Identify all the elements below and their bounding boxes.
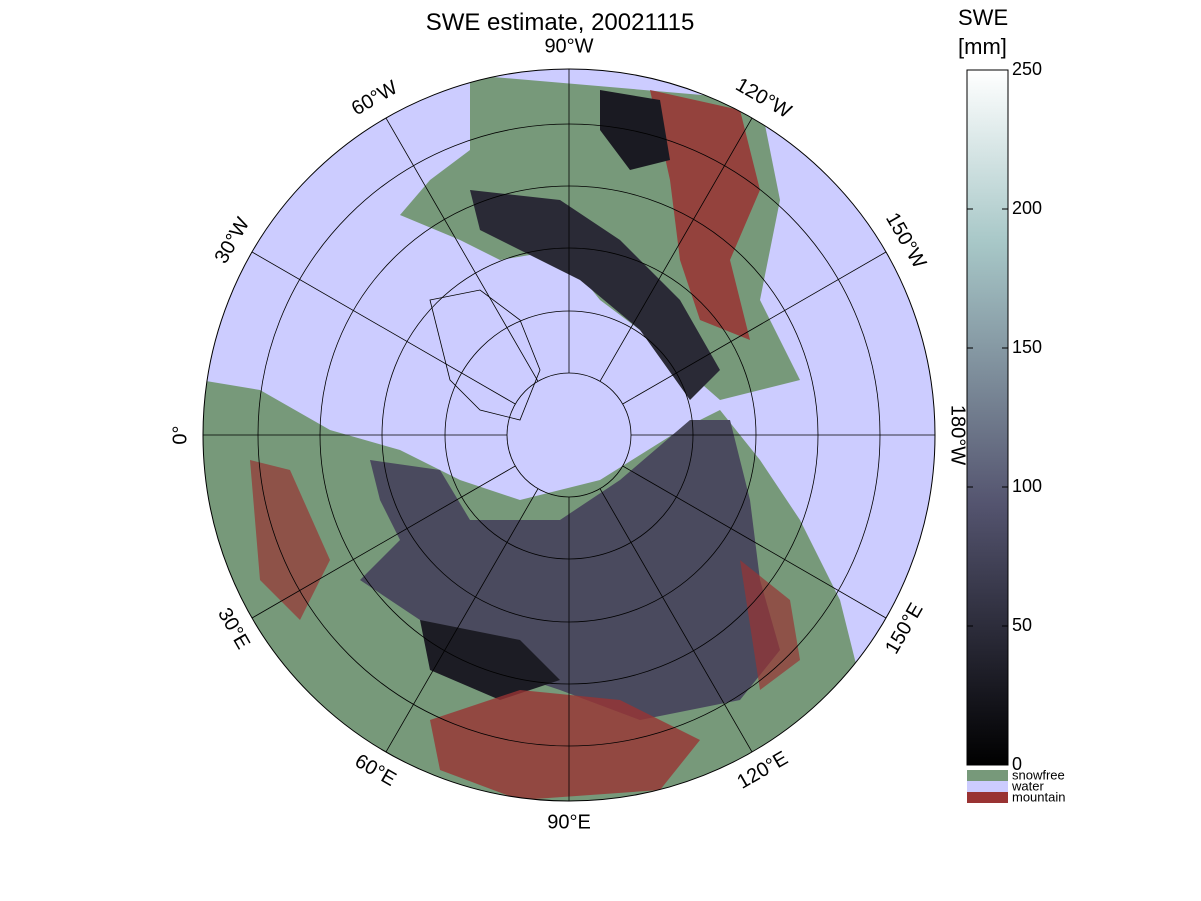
colorbar-tick-label: 150 — [1012, 337, 1042, 357]
map-title: SWE estimate, 20021115 — [426, 9, 695, 36]
snow — [470, 190, 720, 400]
longitude-label: 90°E — [547, 811, 591, 833]
meridian — [622, 465, 887, 619]
colorbar-title: SWE — [958, 5, 1008, 30]
legend-swatch — [967, 792, 1008, 803]
legend-label: water — [1011, 778, 1044, 793]
meridian — [251, 465, 516, 619]
meridian — [622, 251, 887, 405]
colorbar-tick-label: 100 — [1012, 476, 1042, 496]
meridian — [385, 488, 539, 753]
colorbar-tick-label: 50 — [1012, 615, 1032, 635]
meridian — [599, 117, 753, 382]
colorbar-ticks: 0 50 100 150 200 250 — [967, 59, 1042, 774]
mountain — [250, 460, 330, 620]
graticule — [202, 68, 936, 802]
mountain — [740, 560, 800, 690]
colorbar-tick-label: 0 — [1012, 754, 1022, 774]
meridian — [599, 488, 753, 753]
legend-swatch — [967, 770, 1008, 781]
meridian — [251, 251, 516, 405]
longitude-label: 180°W — [947, 405, 969, 465]
colorbar — [966, 69, 1009, 766]
meridian — [385, 117, 539, 382]
longitude-label: 90°W — [544, 35, 593, 57]
colorbar-tick-label: 200 — [1012, 198, 1042, 218]
mountain — [430, 690, 700, 800]
greenland — [429, 289, 541, 421]
snow — [600, 90, 670, 170]
legend-swatch — [967, 781, 1008, 792]
colorbar-title: [mm] — [958, 34, 1007, 59]
longitude-label: 0° — [169, 425, 191, 444]
legend-label: mountain — [1012, 789, 1065, 804]
colorbar-tick-label: 250 — [1012, 59, 1042, 79]
legend-label: snowfree — [1012, 767, 1065, 782]
map-disc — [203, 69, 935, 801]
